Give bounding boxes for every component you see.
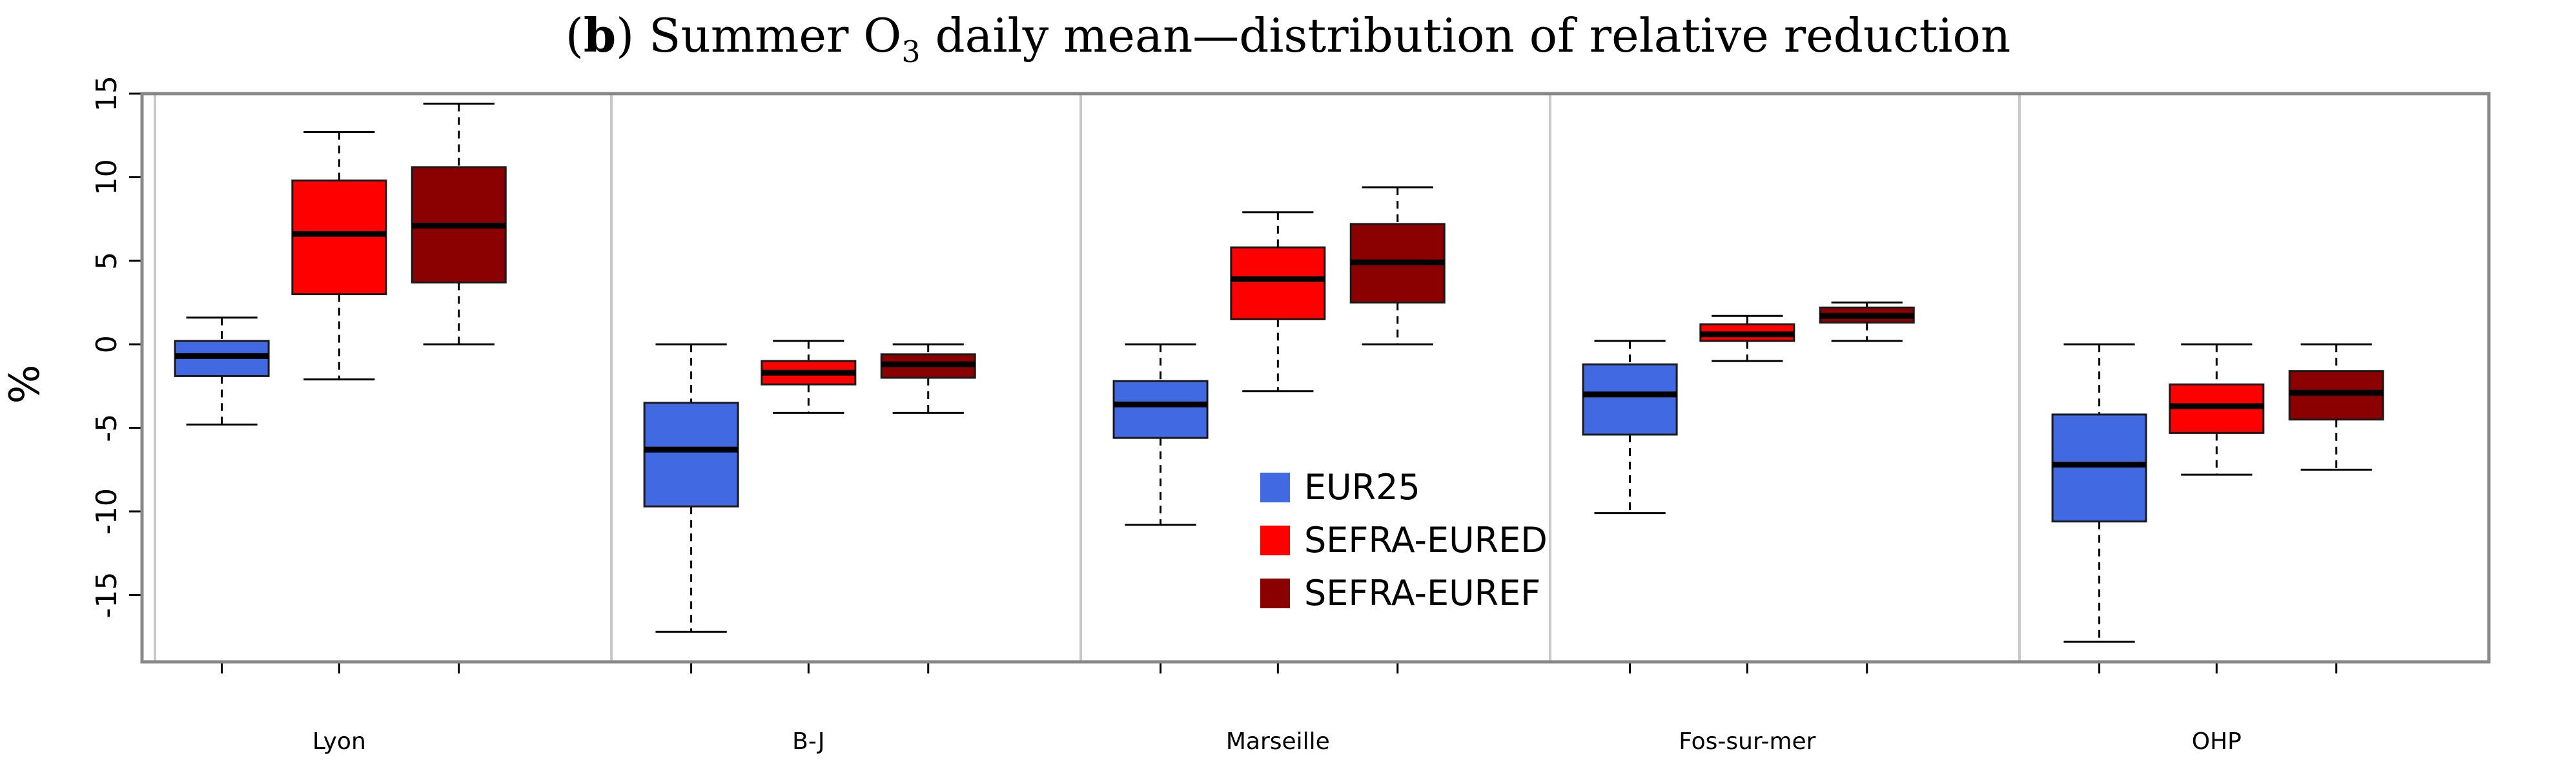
- category-label: OHP: [2192, 728, 2242, 755]
- chart-title: (b) Summer O3 daily mean—distribution of…: [566, 8, 2011, 69]
- box-eur25: [1112, 380, 1209, 439]
- y-tick-label: -15: [90, 572, 123, 619]
- title-rest: daily mean—distribution of relative redu…: [921, 8, 2011, 63]
- title-subscript: 3: [901, 34, 920, 69]
- y-tick-label: 0: [90, 335, 123, 353]
- title-bold: b: [584, 8, 616, 63]
- legend-swatch: [1260, 579, 1290, 608]
- box-eur25: [2051, 413, 2147, 523]
- box-eur25: [643, 402, 739, 508]
- plot-area: 15 10 5 0 -5 -10 -15 Lyon B-J Marseille Fos-sur-me…: [90, 76, 2491, 755]
- legend-swatch: [1260, 473, 1290, 502]
- legend: EUR25 SEFRA-EURED SEFRA-EUREF: [1260, 467, 1548, 613]
- legend-label: SEFRA-EUREF: [1304, 573, 1540, 613]
- plot-frame: [140, 92, 2491, 664]
- box-sefra-eured: [291, 180, 387, 296]
- box-sefra-eured: [1230, 246, 1326, 320]
- title-suffix: ) Summer O: [616, 8, 901, 63]
- y-tick-label: 10: [90, 159, 123, 195]
- y-tick-label: 5: [90, 252, 123, 270]
- box-eur25: [1582, 363, 1678, 436]
- legend-swatch: [1260, 526, 1290, 555]
- y-tick-label: 15: [90, 76, 123, 112]
- category-label: Marseille: [1226, 728, 1330, 755]
- y-axis-title: %: [1, 365, 49, 404]
- y-tick-label: -5: [90, 414, 123, 442]
- category-label: B-J: [792, 728, 824, 755]
- category-label: Fos-sur-mer: [1679, 728, 1815, 755]
- legend-label: SEFRA-EURED: [1304, 520, 1548, 560]
- category-label: Lyon: [312, 728, 366, 755]
- title-prefix: (: [566, 8, 584, 63]
- y-tick-label: -10: [90, 488, 123, 535]
- legend-label: EUR25: [1304, 467, 1420, 508]
